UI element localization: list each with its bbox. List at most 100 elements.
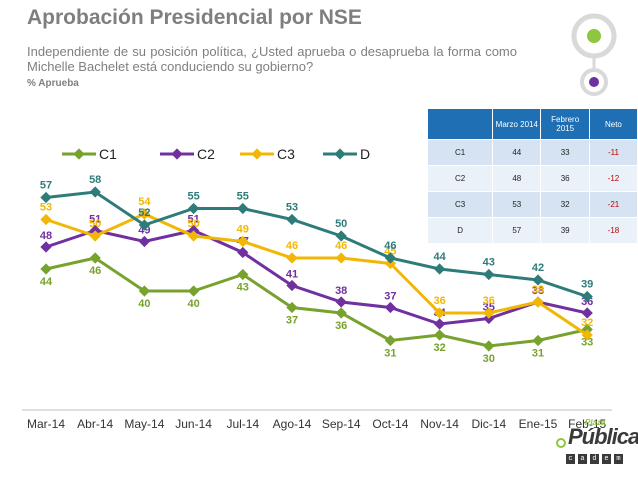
data-point [433,329,446,341]
data-label: 55 [187,191,199,203]
plaza-publica-logo: Plaza Pública c a d e m [554,418,638,474]
data-label: 37 [384,291,396,303]
x-tick-label: Ene-15 [519,417,558,431]
row-marzo: 57 [492,217,542,244]
data-label: 38 [532,285,544,297]
data-label: 38 [532,284,544,296]
row-label: D [426,217,494,244]
series-line-c3 [45,212,589,337]
data-point [335,230,347,242]
row-febrero: 32 [540,191,590,218]
table-header-row: Marzo 2014 Febrero 2015 Neto [426,108,638,140]
series-line-c1 [45,256,588,348]
data-label: 39 [581,279,593,291]
data-label: 30 [483,353,495,365]
data-label: 38 [335,285,347,297]
data-label: 43 [483,257,495,269]
data-point [532,274,544,286]
data-point [433,307,446,319]
data-point [40,241,52,253]
unit-label: % Aprueba [27,78,79,89]
legend-label: D [360,146,370,162]
data-label: 46 [335,240,347,252]
logo-strip-letter: m [614,454,623,464]
data-label: 41 [286,269,298,281]
row-marzo: 48 [492,165,542,192]
data-label: 54 [138,196,151,208]
logo-strip: c a d e m [566,454,623,464]
table-row: C2 48 36 -12 [426,165,638,192]
table-row: D 57 39 -18 [426,217,638,244]
data-point [187,285,200,297]
x-tick-label: Mar-14 [27,417,65,431]
table-header-febrero: Febrero 2015 [540,108,590,140]
x-tick-label: Sep-14 [322,417,361,431]
data-label: 52 [138,207,150,219]
data-point [286,252,298,264]
data-point [384,252,397,264]
row-febrero: 33 [540,139,590,166]
data-point [138,285,151,297]
series-line-c2 [45,228,588,326]
row-label: C3 [426,191,494,218]
legend-marker [73,148,85,160]
table-row: C1 44 33 -11 [426,139,638,166]
series-line-d [45,190,588,298]
data-point [138,235,151,248]
data-point [138,208,151,220]
data-label: 40 [138,298,150,310]
data-point [532,334,544,347]
data-point [187,230,200,242]
x-tick-label: Jun-14 [175,417,212,431]
logo-small-text: Plaza [585,418,606,427]
data-label: 32 [581,317,593,329]
data-point [138,219,151,231]
data-point [335,252,347,264]
legend-marker [251,148,263,160]
data-label: 43 [237,282,249,294]
logo-strip-letter: c [566,454,575,464]
data-label: 58 [89,174,101,186]
data-label: 33 [581,337,593,349]
data-label: 45 [384,246,396,258]
data-point [483,340,495,352]
row-marzo: 53 [492,191,542,218]
data-point [335,307,347,319]
table-header-empty [426,108,494,140]
x-tick-label: Ago-14 [273,417,312,431]
data-label: 46 [384,240,396,252]
data-point [532,296,544,308]
data-point [581,307,593,319]
data-point [581,290,593,303]
data-point [335,296,347,308]
data-point [483,268,495,281]
data-label: 50 [187,218,199,230]
data-point [384,301,397,314]
data-label: 46 [89,265,101,277]
data-label: 50 [335,218,347,230]
data-label: 53 [286,202,298,214]
legend-marker [334,148,346,160]
table-header-marzo: Marzo 2014 [492,108,542,140]
data-label: 49 [237,224,249,236]
data-point [286,301,298,314]
data-point [433,318,446,330]
data-label: 55 [237,191,249,203]
data-label: 51 [187,214,199,226]
data-point [237,235,249,248]
data-label: 36 [335,320,347,332]
chart-subtitle: Independiente de su posición política, ¿… [27,44,517,74]
brand-circles-icon [571,13,617,96]
x-tick-label: Abr-14 [77,417,113,431]
data-point [286,279,298,292]
row-label: C2 [426,165,494,192]
data-label: 44 [40,276,53,288]
row-marzo: 44 [492,139,542,166]
data-label: 40 [187,298,199,310]
row-neto: -11 [588,139,638,166]
data-point [40,213,52,226]
data-point [237,246,249,259]
data-label: 44 [433,251,446,263]
x-tick-label: May-14 [124,417,164,431]
